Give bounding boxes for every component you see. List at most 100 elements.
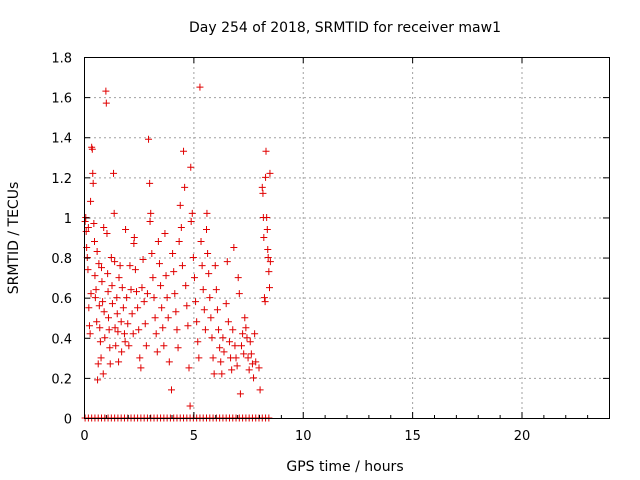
data-point	[102, 99, 110, 107]
data-point	[258, 183, 266, 191]
data-point	[174, 344, 182, 352]
data-point	[157, 282, 165, 290]
data-point	[192, 298, 200, 306]
data-point	[108, 282, 116, 290]
data-point	[241, 314, 249, 322]
data-point	[127, 286, 135, 294]
data-point	[231, 342, 239, 350]
data-point	[186, 402, 194, 410]
axis-tick-labels: 0 0.2 0.4 0.6 0.8 1 1.2 1.4 1.6 1.8 0 5 10 15 20	[51, 52, 530, 445]
data-point	[94, 376, 102, 384]
data-point	[211, 262, 219, 270]
data-point	[217, 358, 225, 366]
data-point	[184, 322, 192, 330]
data-point	[138, 284, 146, 292]
data-point	[233, 362, 241, 370]
data-point	[212, 286, 220, 294]
data-point	[216, 344, 224, 352]
data-point	[180, 147, 188, 155]
data-point	[99, 298, 107, 306]
data-point	[128, 310, 136, 318]
data-point	[84, 223, 92, 231]
data-point	[238, 342, 245, 350]
data-point	[96, 324, 104, 332]
data-point	[242, 324, 250, 332]
data-point	[113, 294, 121, 302]
data-point	[259, 189, 267, 197]
data-point	[247, 350, 255, 358]
data-point	[213, 306, 221, 314]
data-point	[158, 304, 166, 312]
data-point	[100, 223, 108, 231]
data-point	[171, 290, 179, 298]
data-point	[150, 294, 158, 302]
data-point	[125, 342, 133, 350]
data-point	[224, 318, 232, 326]
data-point	[134, 304, 142, 312]
data-point	[265, 268, 273, 276]
data-point	[181, 183, 189, 191]
data-point	[107, 254, 115, 262]
data-point	[95, 302, 103, 310]
data-point	[155, 260, 163, 268]
data-point	[101, 334, 109, 342]
data-point	[99, 370, 107, 378]
y-axis-label: SRMTID / TECUs	[6, 182, 22, 295]
data-point	[187, 217, 195, 225]
data-point	[119, 304, 127, 312]
data-point	[149, 274, 157, 282]
data-point	[117, 318, 125, 326]
x-tick-label: 15	[404, 429, 421, 444]
data-point	[91, 294, 99, 302]
data-point	[92, 286, 100, 294]
x-tick-label: 5	[190, 429, 198, 444]
data-point	[88, 145, 96, 153]
x-tick-label: 10	[295, 429, 312, 444]
data-point	[170, 268, 178, 276]
data-point	[122, 225, 130, 233]
data-point	[115, 358, 123, 366]
data-point	[85, 322, 93, 330]
data-point	[161, 229, 169, 237]
data-point	[163, 294, 171, 302]
data-point	[201, 326, 209, 334]
data-point	[84, 266, 92, 274]
data-point	[244, 354, 252, 362]
data-point	[146, 217, 154, 225]
data-point	[168, 386, 175, 394]
data-point	[235, 290, 243, 298]
data-point	[110, 169, 118, 177]
y-tick-label: 1.8	[51, 52, 72, 67]
chart-title: Day 254 of 2018, SRMTID for receiver maw…	[189, 20, 501, 36]
data-point	[118, 348, 126, 356]
data-point	[225, 338, 233, 346]
x-tick-label: 0	[80, 429, 88, 444]
y-tick-label: 1.2	[51, 172, 72, 187]
data-point	[87, 290, 95, 298]
data-point	[139, 256, 147, 264]
data-point	[148, 250, 156, 258]
data-point	[266, 258, 274, 266]
data-point	[264, 246, 272, 254]
data-point	[142, 342, 150, 350]
data-point	[236, 390, 244, 398]
data-point	[185, 364, 193, 372]
data-point	[115, 274, 123, 282]
x-tick-label: 20	[514, 429, 531, 444]
data-point	[108, 300, 116, 308]
data-point	[251, 330, 259, 338]
data-point	[206, 294, 214, 302]
data-point	[188, 209, 196, 217]
data-point	[196, 83, 204, 91]
y-tick-label: 0.8	[51, 252, 72, 267]
data-point	[94, 360, 102, 368]
data-point	[118, 284, 126, 292]
data-point	[203, 225, 210, 233]
data-point	[121, 338, 129, 346]
data-point	[182, 282, 190, 290]
data-point	[219, 334, 227, 342]
data-point	[96, 338, 104, 346]
data-point	[112, 342, 120, 350]
data-point	[190, 274, 198, 282]
data-point	[123, 294, 131, 302]
